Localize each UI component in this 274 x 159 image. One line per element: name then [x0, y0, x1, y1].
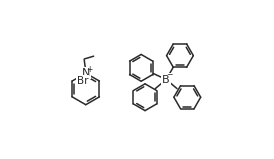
Text: N: N [82, 68, 90, 78]
Text: B: B [162, 75, 170, 84]
Text: +: + [86, 65, 92, 74]
Text: Br: Br [76, 76, 88, 86]
Text: −: − [166, 71, 173, 80]
